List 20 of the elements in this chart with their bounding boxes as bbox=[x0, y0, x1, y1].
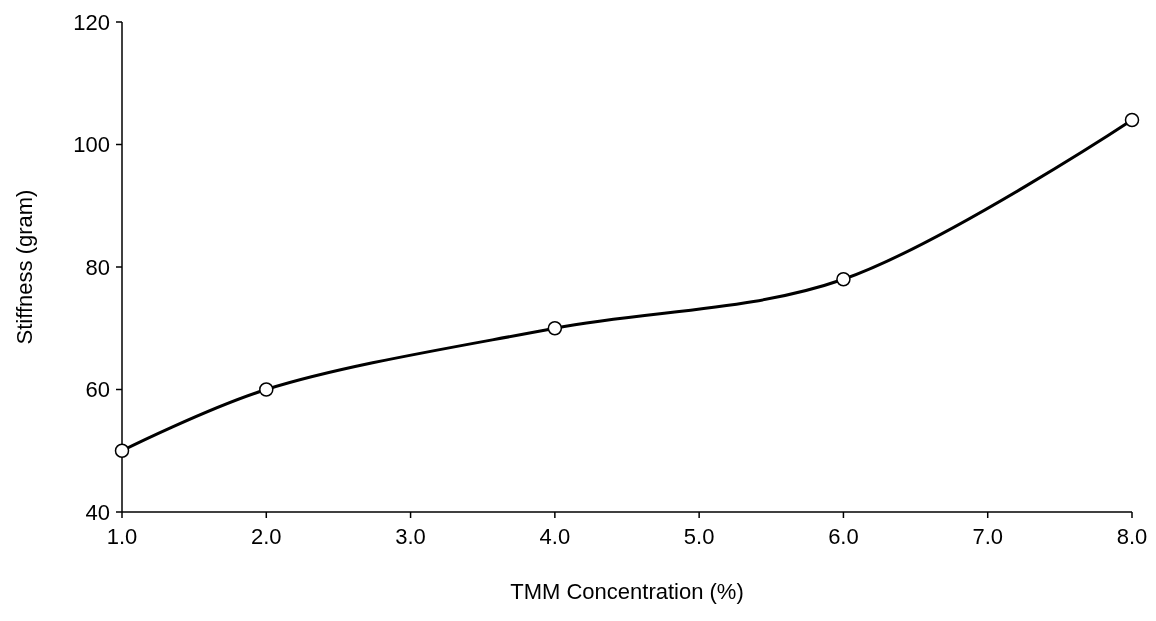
point bbox=[1124, 112, 1140, 128]
y-tick-label: 40 bbox=[85, 499, 110, 525]
x-tick-label: 1.0 bbox=[106, 524, 138, 549]
x-tick-label: 2.0 bbox=[250, 524, 282, 549]
point bbox=[259, 382, 274, 397]
x-tick-label: 4.0 bbox=[539, 524, 571, 549]
y-tick-label: 80 bbox=[85, 254, 110, 280]
point bbox=[114, 443, 130, 458]
x-tick-label: 7.0 bbox=[972, 524, 1004, 549]
y-tick-label: 100 bbox=[73, 132, 110, 158]
point bbox=[836, 272, 851, 287]
y-tick-label: 60 bbox=[85, 377, 110, 403]
x-tick-label: 3.0 bbox=[395, 524, 426, 549]
x-axis-title: TMM Concentration (%) bbox=[510, 579, 744, 604]
point bbox=[547, 321, 563, 336]
x-tick-label: 6.0 bbox=[828, 524, 859, 549]
y-tick-label: 120 bbox=[73, 9, 110, 35]
x-tick-label: 8.0 bbox=[1116, 524, 1148, 549]
x-tick-label: 5.0 bbox=[683, 524, 715, 549]
y-axis-title: Stiffness (gram) bbox=[12, 189, 37, 345]
